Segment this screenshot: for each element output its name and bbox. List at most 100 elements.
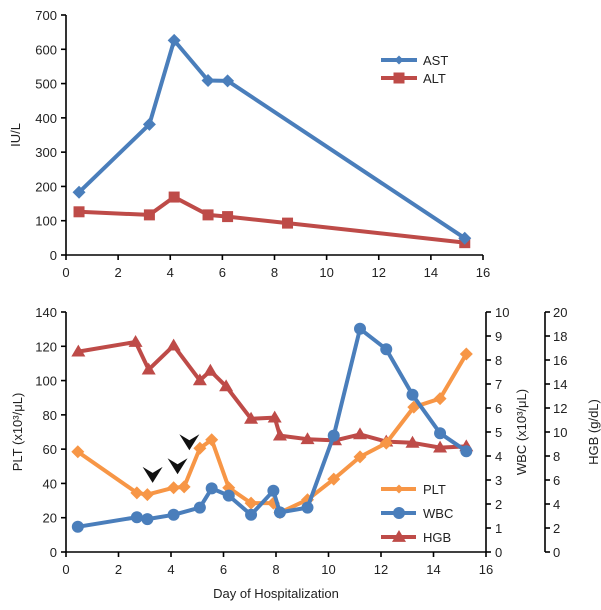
data-point-plt <box>193 441 207 455</box>
data-point-wbc <box>193 501 206 514</box>
data-point-hgb <box>219 379 234 392</box>
wbc-y-tick-label: 2 <box>495 497 502 512</box>
hgb-y-tick-label: 2 <box>553 521 560 536</box>
data-point-alt <box>73 206 85 218</box>
x-tick-label: 12 <box>374 562 388 577</box>
y-tick-label: 300 <box>35 145 57 160</box>
hgb-y-tick-label: 14 <box>553 377 567 392</box>
data-point-ast <box>201 73 215 87</box>
x-tick-label: 4 <box>167 265 174 280</box>
left-y-tick-label: 100 <box>35 374 57 389</box>
data-point-wbc <box>273 506 286 519</box>
wbc-y-tick-label: 4 <box>495 449 502 464</box>
data-point-plt <box>167 481 181 495</box>
data-point-alt <box>202 209 214 221</box>
x-tick-label: 8 <box>271 265 278 280</box>
wbc-y-tick-label: 8 <box>495 353 502 368</box>
liver-enzyme-chart: 0 100 200 300 400 500 600 700 0 2 4 6 8 10 12 14 16 IU/L A… <box>8 8 490 280</box>
y-tick-label: 600 <box>35 42 57 57</box>
data-point-wbc <box>222 489 235 502</box>
x-tick-label: 8 <box>272 562 279 577</box>
x-tick-label: 0 <box>62 562 69 577</box>
data-point-plt <box>177 480 191 494</box>
left-y-tick-label: 60 <box>43 442 57 457</box>
wbc-y-axis-title: WBC (x10³/μL) <box>514 389 529 475</box>
data-point-wbc <box>167 508 180 521</box>
hgb-y-tick-label: 4 <box>553 497 560 512</box>
data-point-hgb <box>405 435 420 448</box>
hgb-y-tick-label: 12 <box>553 401 567 416</box>
wbc-y-tick-label: 9 <box>495 329 502 344</box>
data-point-alt <box>143 209 155 221</box>
data-point-hgb <box>71 344 86 357</box>
x-axis-title: Day of Hospitalization <box>213 586 339 601</box>
arrowhead-annotation <box>167 458 188 475</box>
data-point-hgb <box>166 338 181 351</box>
data-point-ast <box>72 185 86 199</box>
x-tick-label: 6 <box>219 265 226 280</box>
data-point-hgb <box>141 362 156 375</box>
arrowhead-annotation <box>142 466 163 483</box>
legend-marker-plt <box>394 484 404 494</box>
hgb-y-tick-label: 20 <box>553 305 567 320</box>
arrowhead-annotation <box>179 434 200 451</box>
y-tick-label: 500 <box>35 77 57 92</box>
x-tick-label: 16 <box>479 562 493 577</box>
data-point-wbc <box>301 501 314 514</box>
data-point-hgb <box>192 373 207 386</box>
data-point-wbc <box>380 343 393 356</box>
x-tick-label: 16 <box>476 265 490 280</box>
left-y-tick-label: 80 <box>43 408 57 423</box>
x-tick-label: 4 <box>167 562 174 577</box>
x-tick-label: 10 <box>321 562 335 577</box>
wbc-y-tick-label: 3 <box>495 473 502 488</box>
data-point-wbc <box>434 427 447 440</box>
data-point-hgb <box>267 410 282 423</box>
data-point-hgb <box>244 411 259 424</box>
data-point-plt <box>140 488 154 502</box>
legend-label-plt: PLT <box>423 482 446 497</box>
legend-marker-hgb <box>392 530 406 542</box>
left-y-axis-title: PLT (x10³/μL) <box>10 393 25 472</box>
left-y-tick-label: 120 <box>35 339 57 354</box>
data-point-plt <box>353 450 367 464</box>
wbc-y-tick-label: 0 <box>495 545 502 560</box>
data-point-wbc <box>130 511 143 524</box>
wbc-y-tick-label: 7 <box>495 377 502 392</box>
data-point-plt <box>205 433 219 447</box>
x-tick-label: 14 <box>424 265 438 280</box>
x-tick-label: 2 <box>115 562 122 577</box>
hgb-y-tick-label: 10 <box>553 425 567 440</box>
y-tick-label: 700 <box>35 8 57 23</box>
x-tick-label: 14 <box>426 562 440 577</box>
x-tick-label: 10 <box>319 265 333 280</box>
data-point-hgb <box>272 428 287 441</box>
data-point-plt <box>459 347 473 361</box>
data-point-wbc <box>327 429 340 442</box>
hgb-y-tick-label: 16 <box>553 353 567 368</box>
data-point-wbc <box>354 322 366 335</box>
data-point-ast <box>221 74 235 88</box>
data-point-hgb <box>203 363 218 376</box>
data-point-hgb <box>353 427 367 440</box>
x-tick-label: 2 <box>115 265 122 280</box>
legend-label-ast: AST <box>423 53 448 68</box>
data-point-plt <box>379 436 393 450</box>
data-point-ast <box>142 117 156 131</box>
y-tick-label: 400 <box>35 111 57 126</box>
data-point-wbc <box>205 482 218 495</box>
left-y-tick-label: 40 <box>43 476 57 491</box>
data-point-plt <box>433 392 447 406</box>
legend-marker-ast <box>394 55 404 65</box>
data-point-alt <box>282 217 294 229</box>
x-tick-label: 6 <box>220 562 227 577</box>
series-line-ast <box>77 38 466 240</box>
data-point-wbc <box>406 388 419 401</box>
hgb-y-tick-label: 6 <box>553 473 560 488</box>
wbc-y-tick-label: 1 <box>495 521 502 536</box>
data-point-wbc <box>141 513 154 526</box>
data-point-plt <box>244 496 258 510</box>
wbc-y-tick-label: 5 <box>495 425 502 440</box>
legend-marker-alt <box>393 72 405 84</box>
